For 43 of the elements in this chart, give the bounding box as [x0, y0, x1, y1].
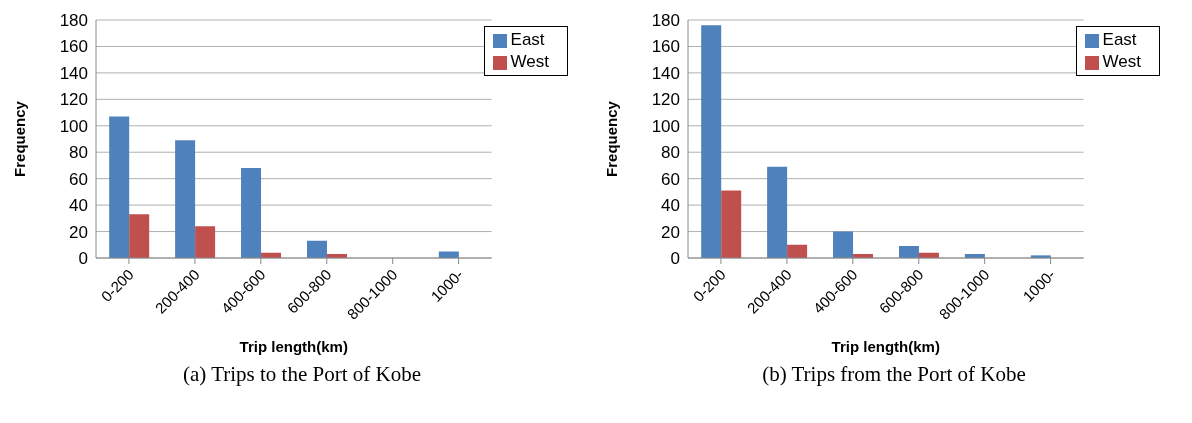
bar — [721, 190, 742, 258]
y-tick-label: 100 — [59, 116, 88, 136]
legend-label: West — [1102, 52, 1141, 71]
text: (a) Trips to the Port of Kobe — [182, 362, 422, 387]
text: (b) Trips from the Port of Kobe — [761, 362, 1027, 387]
bar — [241, 168, 262, 258]
y-tick-label: 160 — [59, 37, 88, 57]
y-tick-label: 140 — [651, 63, 680, 83]
y-tick-label: 120 — [59, 90, 88, 110]
bar — [787, 244, 808, 258]
x-axis-title: Trip length(km) — [239, 338, 348, 355]
y-tick-label: 180 — [59, 11, 88, 31]
y-tick-label: 160 — [651, 37, 680, 57]
y-tick-label: 120 — [651, 90, 680, 110]
y-axis-title: Frequency — [603, 100, 621, 177]
y-axis-title: Frequency — [11, 100, 29, 177]
bar — [195, 226, 216, 258]
y-tick-label: 40 — [69, 196, 88, 216]
y-tick-label: 20 — [69, 222, 88, 242]
legend-label: East — [1102, 30, 1137, 49]
bar — [767, 166, 788, 258]
bar — [701, 25, 722, 258]
legend-label: East — [510, 30, 545, 49]
y-tick-label: 40 — [661, 196, 680, 216]
y-tick-label: 20 — [661, 222, 680, 242]
bar — [306, 240, 327, 258]
y-tick-label: 100 — [651, 116, 680, 136]
legend-label: West — [510, 52, 549, 71]
y-tick-label: 0 — [670, 249, 680, 269]
y-tick-label: 180 — [651, 11, 680, 31]
bar — [129, 214, 150, 258]
y-tick-label: 60 — [69, 169, 88, 189]
y-tick-label: 80 — [69, 143, 88, 163]
y-tick-label: 80 — [661, 143, 680, 163]
bar — [833, 231, 854, 258]
y-tick-label: 0 — [78, 249, 88, 269]
y-tick-label: 140 — [59, 63, 88, 83]
bar — [438, 251, 459, 258]
y-tick-label: 60 — [661, 169, 680, 189]
x-axis-title: Trip length(km) — [831, 338, 940, 355]
bar — [898, 246, 919, 258]
bar — [175, 140, 196, 258]
bar — [109, 116, 130, 258]
